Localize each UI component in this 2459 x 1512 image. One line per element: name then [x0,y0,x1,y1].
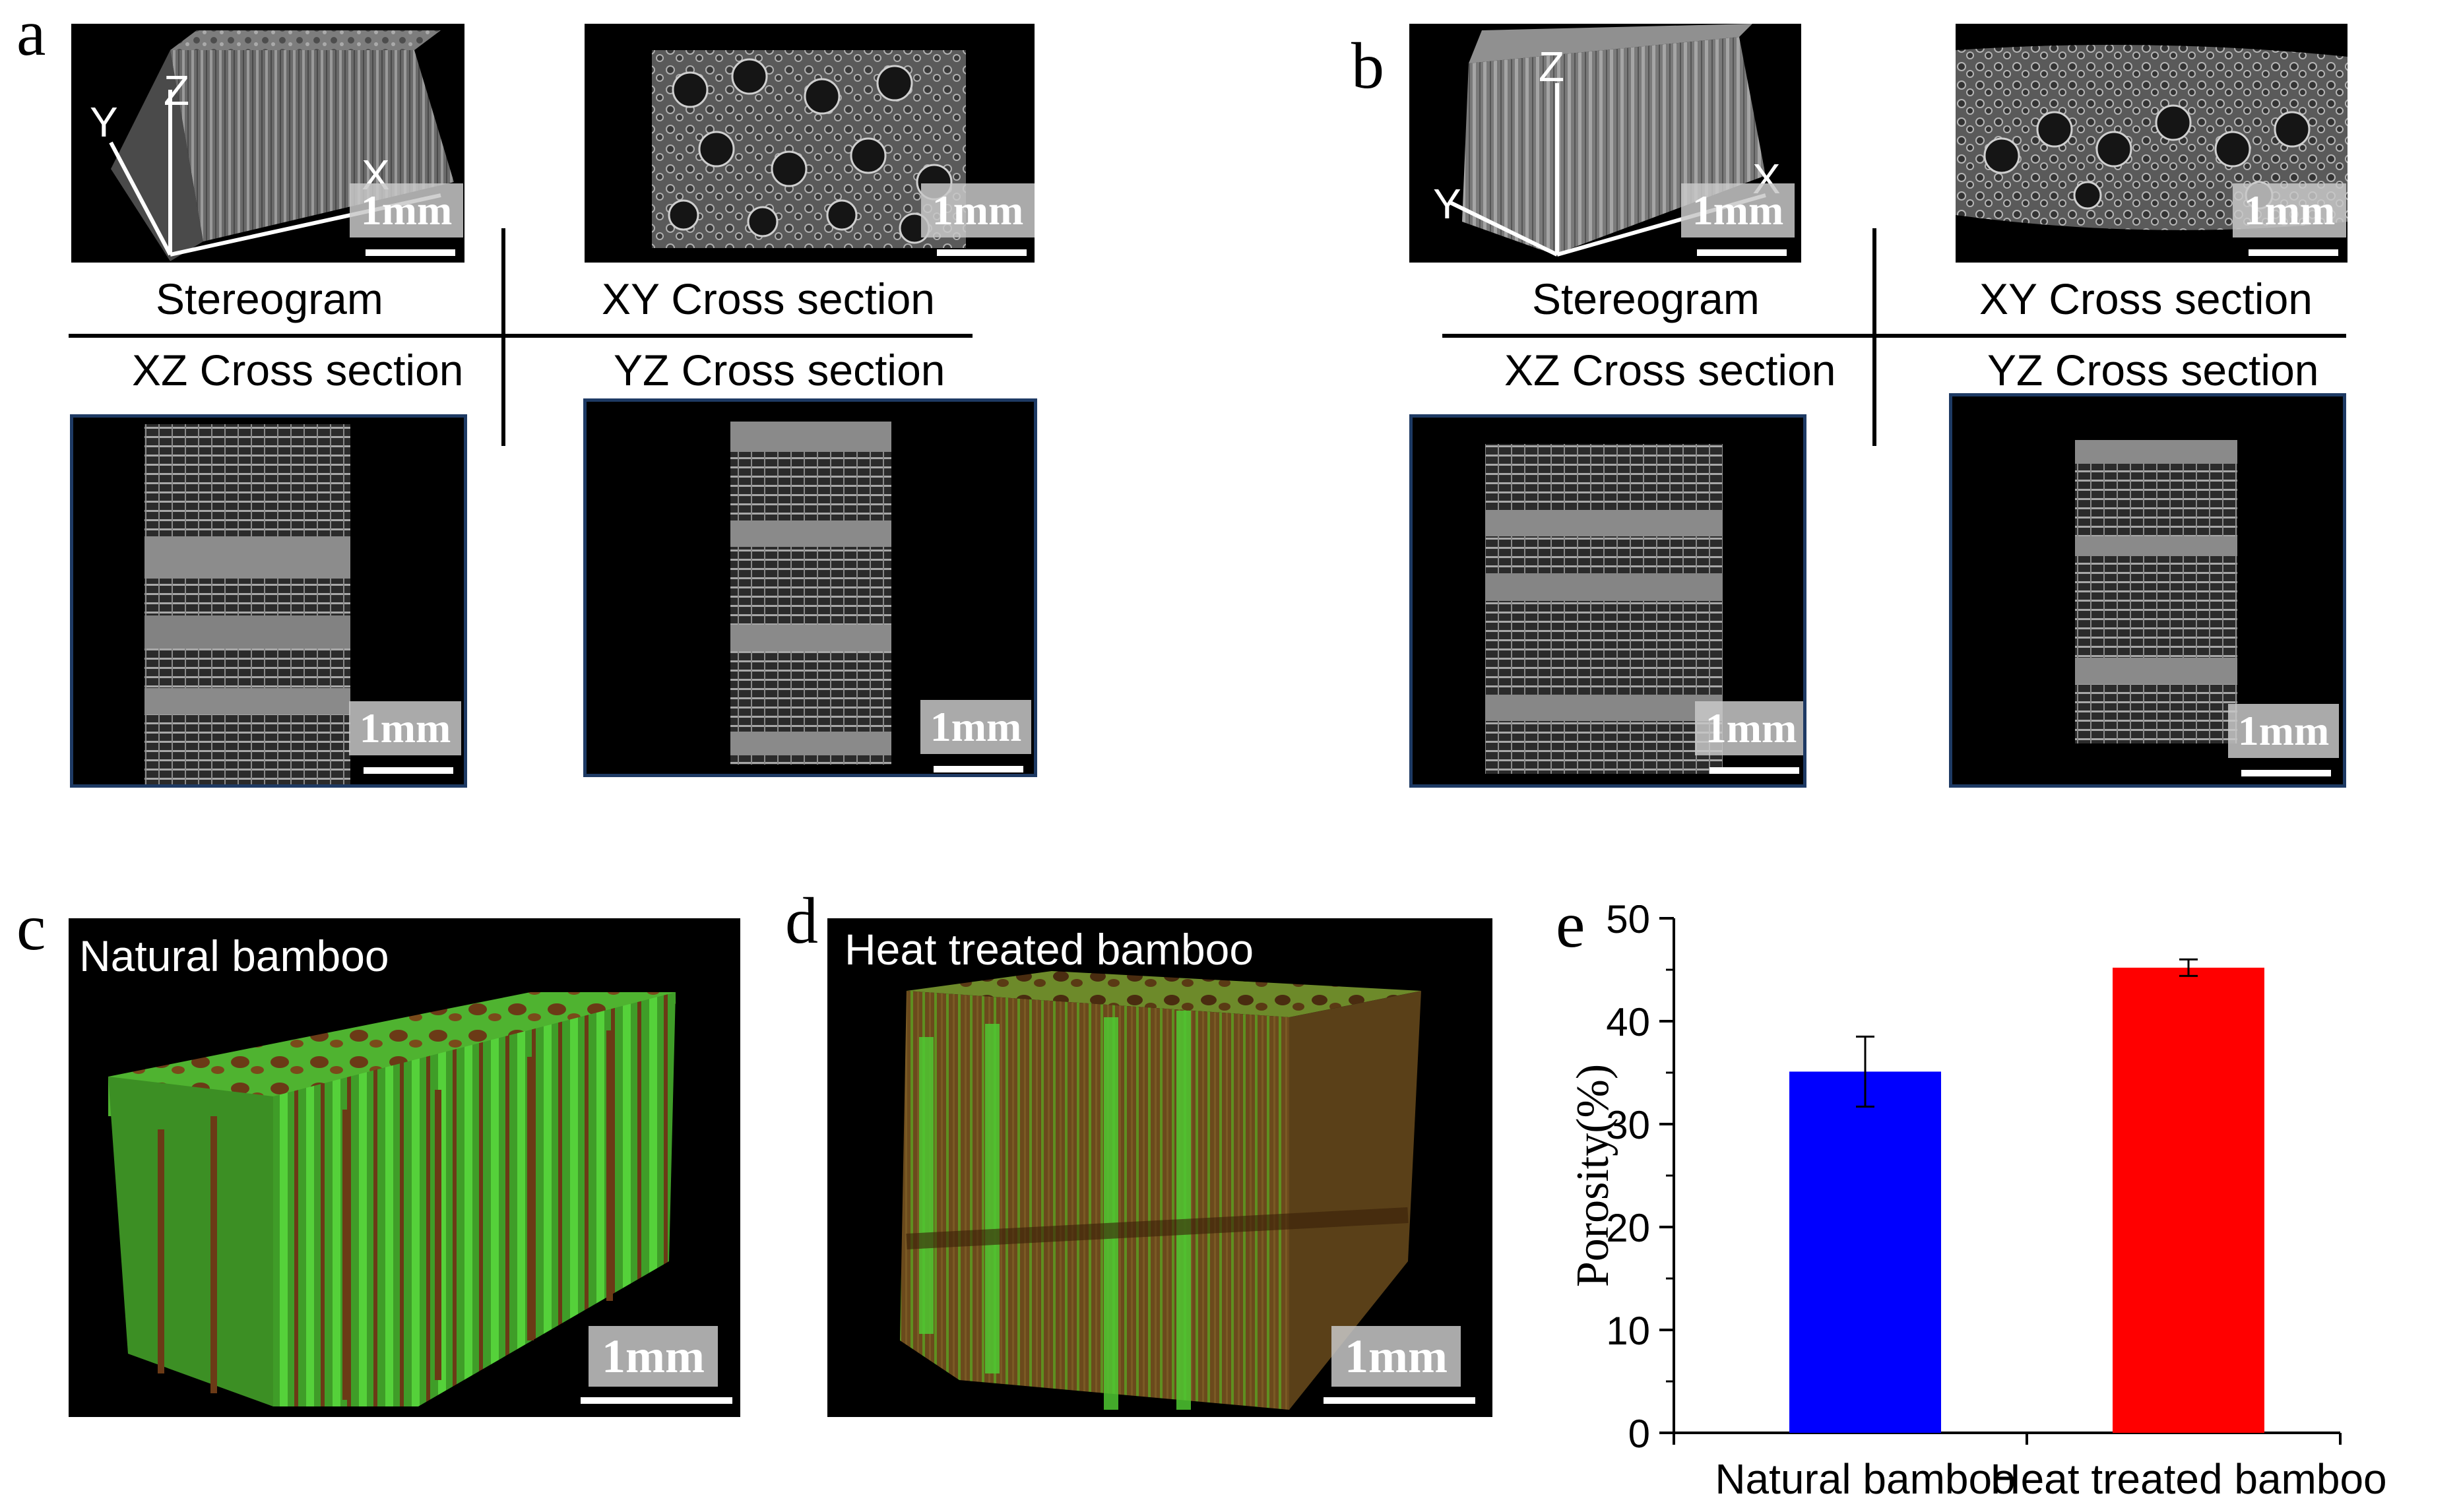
caption-xy-b: XY Cross section [1979,274,2313,323]
scale-label: 1mm [920,700,1031,754]
y-tick-label: 20 [1606,1206,1650,1250]
bar-natural-bamboo [1789,1071,1941,1433]
yz-section-image-a: 1mm [583,398,1037,777]
y-tick-label: 50 [1606,905,1650,941]
panel-title-d: Heat treated bamboo [845,925,1254,974]
stereogram-image-a: Z Y X 1mm [71,24,464,263]
x-category-label: Natural bamboo [1715,1455,2015,1503]
xy-section-render-a [652,50,966,248]
yz-section-render-b [2075,440,2237,743]
xy-section-image-a: 1mm [585,24,1035,263]
scale-label: 1mm [1331,1326,1461,1387]
xy-section-image-b: 1mm [1956,24,2347,263]
y-tick-label: 10 [1606,1309,1650,1353]
scale-line [934,766,1023,772]
divider-horizontal-b [1442,334,2346,338]
xz-section-render-a [144,424,350,784]
caption-stereogram-b: Stereogram [1532,274,1760,323]
yz-section-image-b: 1mm [1949,393,2346,788]
bar-heat-treated-bamboo [2113,967,2264,1433]
yz-section-render-a [730,422,891,765]
divider-vertical-a [501,228,505,446]
stereogram-image-b: Z Y X 1mm [1409,24,1801,263]
axis-label-z: Z [164,67,190,114]
axis-label-y: Y [90,98,118,146]
natural-bamboo-3d-image: Natural bamboo 1mm [69,918,740,1417]
caption-xz-a: XZ Cross section [132,346,464,394]
scale-label: 1mm [921,183,1035,237]
scale-label: 1mm [350,183,463,237]
scale-label: 1mm [2228,704,2339,758]
panel-label-c: c [16,891,46,964]
scale-line [1697,249,1787,256]
xz-section-image-a: 1mm [70,414,467,788]
caption-stereogram-a: Stereogram [156,274,383,323]
scale-line [2249,249,2338,256]
scale-line [1324,1397,1475,1404]
y-tick-label: 30 [1606,1103,1650,1147]
panel-label-d: d [785,884,818,957]
scale-label: 1mm [349,701,461,755]
natural-bamboo-render [108,992,676,1406]
scale-label: 1mm [1681,183,1795,237]
caption-yz-a: YZ Cross section [614,346,945,394]
y-tick-label: 40 [1606,1000,1650,1044]
heat-treated-bamboo-render [900,971,1421,1410]
xz-section-render-b [1485,444,1723,774]
scale-line [366,249,455,256]
scale-line [937,249,1027,256]
scale-label: 1mm [1695,701,1803,755]
panel-title-c: Natural bamboo [79,931,389,980]
caption-xy-a: XY Cross section [602,274,935,323]
heat-treated-bamboo-3d-image: Heat treated bamboo 1mm [827,918,1492,1417]
panel-label-b: b [1351,29,1384,102]
scale-line [2241,770,2331,776]
y-axis-label: Porosity(%) [1568,1064,1618,1287]
divider-vertical-b [1872,228,1876,446]
scale-line [1709,767,1799,774]
scale-line [364,767,453,774]
axis-label-y: Y [1433,180,1461,228]
x-category-label: Heat treated bamboo [1990,1455,2386,1503]
panel-label-e: e [1556,888,1585,961]
axis-label-z: Z [1539,43,1565,90]
caption-xz-b: XZ Cross section [1504,346,1836,394]
divider-horizontal-a [69,334,973,338]
panel-label-a: a [16,0,46,69]
scale-line [581,1397,732,1404]
xz-section-image-b: 1mm [1409,414,1806,788]
caption-yz-b: YZ Cross section [1987,346,2319,394]
scale-label: 1mm [2233,183,2346,237]
y-tick-label: 0 [1628,1412,1650,1456]
porosity-bar-chart: 0 10 20 30 40 50 Porosity(%) Natural bambooHeat… [1568,905,2387,1503]
scale-label: 1mm [589,1326,718,1387]
